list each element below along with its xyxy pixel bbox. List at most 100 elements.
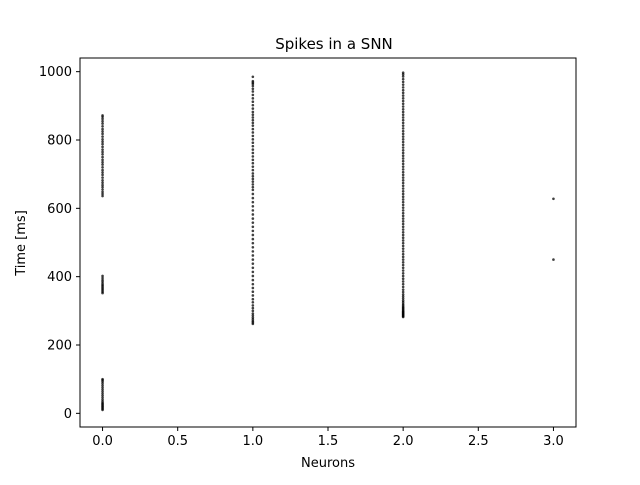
spike-point-neuron-0-38 <box>101 183 104 187</box>
y-tick-label-0: 0 <box>64 407 72 422</box>
spike-point-neuron-2-25 <box>401 280 405 283</box>
spike-point-neuron-2-40 <box>401 239 405 242</box>
spike-point-neuron-0-43 <box>101 171 104 174</box>
spike-point-neuron-0-58 <box>101 132 104 136</box>
spike-point-neuron-1-6 <box>251 312 255 315</box>
x-tick-label-3: 1.5 <box>318 434 339 449</box>
spike-point-neuron-2-18 <box>401 297 405 300</box>
spike-point-neuron-1-7 <box>251 309 255 313</box>
spike-point-neuron-0-45 <box>101 166 104 169</box>
y-tick-label-2: 400 <box>47 270 72 285</box>
spike-point-neuron-1-23 <box>251 250 255 253</box>
y-axis-label: Time [ms] <box>14 210 29 277</box>
spike-point-neuron-2-97 <box>401 83 405 86</box>
spike-point-neuron-1-48 <box>251 158 255 162</box>
spike-point-neuron-2-86 <box>401 113 405 117</box>
spike-point-neuron-1-8 <box>251 306 255 310</box>
spike-point-neuron-0-13 <box>101 390 104 393</box>
spike-point-neuron-1-15 <box>251 282 255 286</box>
spike-point-neuron-1-47 <box>251 161 255 165</box>
spike-point-neuron-2-36 <box>401 250 405 253</box>
spike-point-neuron-2-59 <box>401 187 405 190</box>
spike-point-neuron-0-10 <box>101 396 104 399</box>
spike-point-neuron-2-98 <box>401 80 405 84</box>
spike-point-neuron-0-62 <box>101 122 104 125</box>
spike-point-neuron-0-53 <box>101 145 104 149</box>
spike-point-neuron-2-27 <box>401 274 405 278</box>
spike-point-neuron-2-66 <box>401 168 405 171</box>
spike-point-neuron-2-31 <box>401 263 405 267</box>
x-axis-label: Neurons <box>301 456 355 471</box>
spike-point-neuron-2-99 <box>401 77 405 81</box>
spike-point-neuron-1-19 <box>251 266 255 270</box>
spike-point-neuron-2-53 <box>401 203 405 207</box>
spike-point-neuron-2-38 <box>401 244 405 248</box>
spike-point-neuron-1-64 <box>251 107 255 110</box>
spike-point-neuron-0-56 <box>101 138 104 141</box>
spike-point-neuron-1-63 <box>251 110 255 114</box>
plot-frame <box>79 57 577 428</box>
chart-title: Spikes in a SNN <box>275 35 393 53</box>
y-tick-label-3: 600 <box>47 202 72 217</box>
spike-point-neuron-0-16 <box>101 384 104 387</box>
spike-point-neuron-2-30 <box>401 266 405 270</box>
spike-point-neuron-0-63 <box>101 119 104 123</box>
x-tick-label-0: 0.0 <box>92 434 113 449</box>
spike-point-neuron-0-37 <box>101 185 104 189</box>
x-tick-label-5: 2.5 <box>468 434 489 449</box>
spike-point-neuron-0-42 <box>101 173 104 177</box>
spike-point-neuron-1-31 <box>251 217 255 220</box>
spike-point-neuron-1-29 <box>251 225 255 229</box>
spike-point-neuron-2-58 <box>401 189 405 193</box>
spike-point-neuron-1-38 <box>251 188 255 192</box>
spike-point-neuron-1-20 <box>251 262 255 265</box>
spike-point-neuron-2-73 <box>401 148 405 152</box>
spike-point-neuron-0-30 <box>101 278 104 282</box>
spike-point-neuron-1-35 <box>251 200 255 204</box>
spike-point-neuron-0-57 <box>101 135 104 138</box>
spike-point-neuron-2-28 <box>401 271 405 275</box>
spike-point-neuron-0-47 <box>101 160 104 164</box>
spike-point-neuron-2-41 <box>401 236 405 240</box>
spike-point-neuron-1-56 <box>251 131 255 134</box>
spike-point-neuron-0-11 <box>101 394 104 397</box>
spike-point-neuron-1-53 <box>251 141 255 145</box>
spike-point-neuron-0-15 <box>101 386 104 389</box>
spike-point-neuron-2-92 <box>401 97 405 100</box>
spike-point-neuron-2-78 <box>401 135 405 138</box>
spike-point-neuron-2-69 <box>401 159 405 163</box>
spike-point-neuron-1-74 <box>251 79 255 83</box>
spike-point-neuron-2-45 <box>401 225 405 229</box>
spike-point-neuron-2-71 <box>401 154 405 158</box>
spike-point-neuron-2-83 <box>401 121 405 125</box>
y-tick-label-4: 800 <box>47 134 72 149</box>
spike-point-neuron-2-42 <box>401 233 405 237</box>
spike-point-neuron-2-96 <box>401 86 405 89</box>
spike-point-neuron-2-84 <box>401 118 405 122</box>
y-axis-ticks: 0 200 400 600 800 1000 <box>39 65 80 422</box>
spike-point-neuron-1-55 <box>251 134 255 138</box>
spike-point-neuron-0-52 <box>101 148 104 151</box>
spike-point-neuron-0-60 <box>101 127 104 131</box>
spike-point-neuron-0-64 <box>101 117 104 121</box>
spike-point-neuron-1-70 <box>251 87 255 91</box>
spike-point-neuron-1-43 <box>251 174 255 178</box>
x-axis-ticks: 0.0 0.5 1.0 1.5 2.0 2.5 3.0 <box>92 427 564 449</box>
spike-point-neuron-2-80 <box>401 129 405 133</box>
spike-point-neuron-2-57 <box>401 192 405 196</box>
spike-point-neuron-2-90 <box>401 102 405 106</box>
spike-point-neuron-1-10 <box>251 300 255 304</box>
spike-point-neuron-0-40 <box>101 179 104 182</box>
spike-point-neuron-1-65 <box>251 103 255 107</box>
spike-point-neuron-2-85 <box>401 116 405 119</box>
spike-point-neuron-2-100 <box>401 75 405 78</box>
x-tick-label-2: 1.0 <box>243 434 264 449</box>
spike-point-neuron-2-33 <box>401 258 405 261</box>
spike-point-neuron-2-48 <box>401 217 405 220</box>
spike-point-neuron-2-94 <box>401 91 405 95</box>
spike-point-neuron-2-67 <box>401 165 405 168</box>
spike-point-neuron-1-44 <box>251 172 255 175</box>
spike-point-neuron-2-46 <box>401 222 405 226</box>
spike-point-neuron-0-32 <box>101 274 104 278</box>
spike-point-neuron-2-72 <box>401 151 405 155</box>
